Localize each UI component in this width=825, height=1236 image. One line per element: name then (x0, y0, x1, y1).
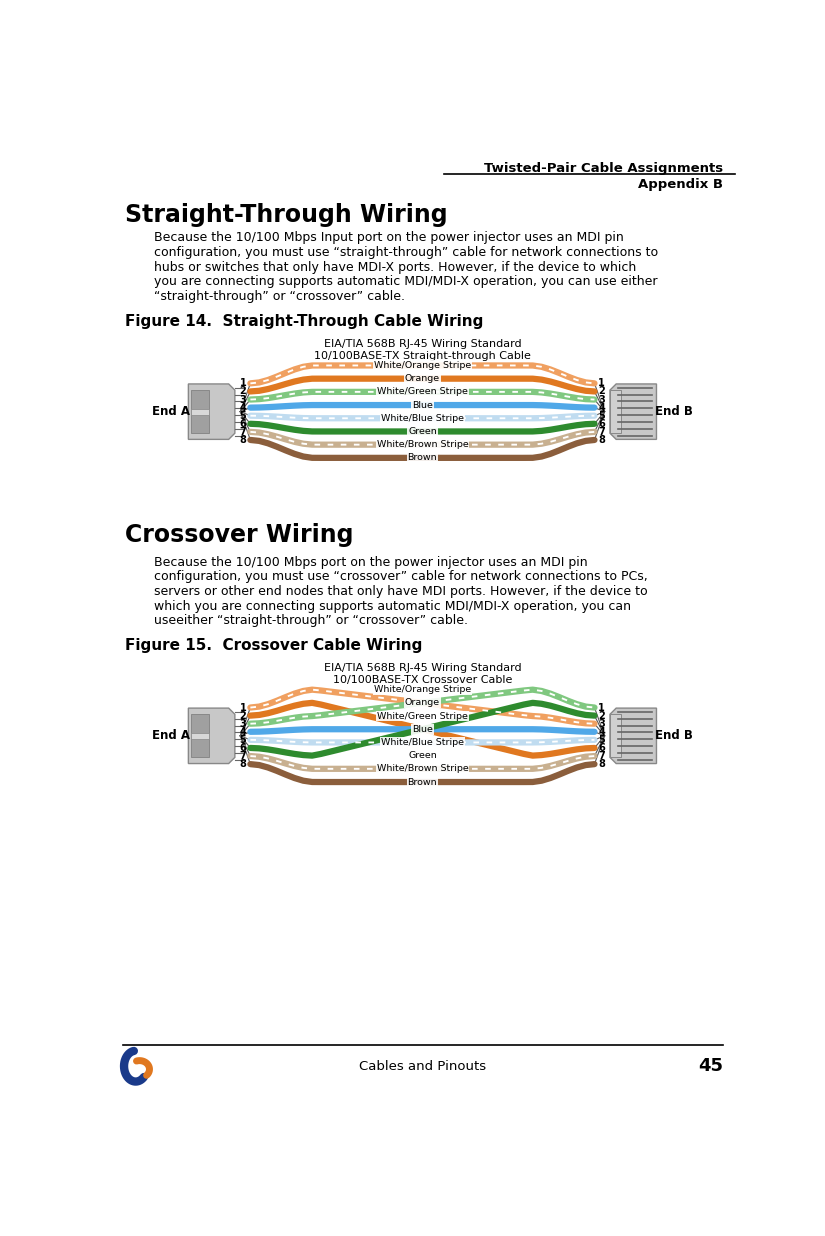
Polygon shape (188, 384, 235, 439)
Text: 2: 2 (598, 387, 605, 397)
Text: 2: 2 (240, 387, 247, 397)
Text: 1: 1 (598, 378, 605, 388)
Bar (191, 733, 209, 739)
Text: End A: End A (152, 405, 190, 418)
Text: White/Orange Stripe: White/Orange Stripe (374, 685, 471, 695)
Text: 2: 2 (240, 711, 247, 721)
Text: Cables and Pinouts: Cables and Pinouts (359, 1059, 486, 1073)
Text: EIA/TIA 568B RJ-45 Wiring Standard: EIA/TIA 568B RJ-45 Wiring Standard (323, 339, 521, 349)
Text: 8: 8 (598, 759, 606, 769)
Bar (191, 409, 209, 415)
Text: Crossover Wiring: Crossover Wiring (125, 523, 353, 548)
Text: 1: 1 (240, 378, 247, 388)
Text: Green: Green (408, 426, 436, 436)
Text: 7: 7 (240, 426, 247, 436)
Text: White/Brown Stripe: White/Brown Stripe (376, 440, 469, 449)
Bar (191, 714, 209, 758)
Polygon shape (610, 708, 657, 764)
Text: Orange: Orange (405, 375, 440, 383)
Text: Figure 15.  Crossover Cable Wiring: Figure 15. Crossover Cable Wiring (125, 638, 422, 653)
Text: Green: Green (408, 751, 436, 760)
Text: 4: 4 (598, 727, 605, 737)
Text: Brown: Brown (408, 454, 437, 462)
Text: 8: 8 (598, 435, 606, 445)
Text: 2: 2 (598, 711, 605, 721)
Text: Figure 14.  Straight-Through Cable Wiring: Figure 14. Straight-Through Cable Wiring (125, 314, 483, 329)
Bar (610, 391, 621, 434)
Text: 45: 45 (698, 1057, 724, 1075)
Text: hubs or switches that only have MDI-X ports. However, if the device to which: hubs or switches that only have MDI-X po… (153, 261, 636, 273)
Text: White/Green Stripe: White/Green Stripe (377, 387, 468, 397)
Text: 5: 5 (240, 735, 247, 745)
Text: 3: 3 (240, 394, 247, 404)
Text: White/Orange Stripe: White/Orange Stripe (374, 361, 471, 370)
Text: useeither “straight-through” or “crossover” cable.: useeither “straight-through” or “crossov… (153, 614, 468, 627)
Polygon shape (610, 384, 657, 439)
Text: you are connecting supports automatic MDI/MDI-X operation, you can use either: you are connecting supports automatic MD… (153, 276, 657, 288)
Text: 7: 7 (240, 751, 247, 761)
Text: End A: End A (152, 729, 190, 743)
Text: Because the 10/100 Mbps Input port on the power injector uses an MDI pin: Because the 10/100 Mbps Input port on th… (153, 231, 623, 245)
Text: White/Brown Stripe: White/Brown Stripe (376, 764, 469, 774)
Text: 4: 4 (240, 403, 247, 413)
Text: Blue: Blue (412, 400, 433, 409)
Text: 5: 5 (598, 735, 605, 745)
Text: Orange: Orange (405, 698, 440, 707)
Text: 10/100BASE-TX Straight-through Cable: 10/100BASE-TX Straight-through Cable (314, 351, 530, 361)
Text: 5: 5 (598, 410, 605, 420)
Text: which you are connecting supports automatic MDI/MDI-X operation, you can: which you are connecting supports automa… (153, 599, 630, 613)
Text: White/Blue Stripe: White/Blue Stripe (381, 738, 464, 747)
Text: Straight-Through Wiring: Straight-Through Wiring (125, 203, 447, 227)
Text: 3: 3 (598, 394, 605, 404)
Text: 3: 3 (240, 718, 247, 729)
Bar (191, 391, 209, 434)
Text: 8: 8 (239, 759, 247, 769)
Bar (610, 714, 621, 758)
Text: 6: 6 (240, 419, 247, 429)
Text: End B: End B (655, 729, 693, 743)
Text: 6: 6 (598, 419, 605, 429)
Text: Appendix B: Appendix B (638, 178, 724, 190)
Text: End B: End B (655, 405, 693, 418)
Text: Because the 10/100 Mbps port on the power injector uses an MDI pin: Because the 10/100 Mbps port on the powe… (153, 556, 587, 569)
Text: Brown: Brown (408, 777, 437, 786)
Text: 7: 7 (598, 751, 605, 761)
Text: 4: 4 (598, 403, 605, 413)
Text: servers or other end nodes that only have MDI ports. However, if the device to: servers or other end nodes that only hav… (153, 585, 647, 598)
Text: 4: 4 (240, 727, 247, 737)
Text: Blue: Blue (412, 724, 433, 734)
Text: 1: 1 (240, 702, 247, 712)
Text: White/Green Stripe: White/Green Stripe (377, 712, 468, 721)
Text: 7: 7 (598, 426, 605, 436)
Text: White/Blue Stripe: White/Blue Stripe (381, 414, 464, 423)
Text: 10/100BASE-TX Crossover Cable: 10/100BASE-TX Crossover Cable (332, 675, 512, 685)
Text: EIA/TIA 568B RJ-45 Wiring Standard: EIA/TIA 568B RJ-45 Wiring Standard (323, 662, 521, 672)
Text: configuration, you must use “crossover” cable for network connections to PCs,: configuration, you must use “crossover” … (153, 570, 648, 583)
Text: 3: 3 (598, 718, 605, 729)
Text: 6: 6 (240, 743, 247, 753)
Text: “straight-through” or “crossover” cable.: “straight-through” or “crossover” cable. (153, 290, 404, 303)
Text: 8: 8 (239, 435, 247, 445)
Text: 1: 1 (598, 702, 605, 712)
Text: 6: 6 (598, 743, 605, 753)
Text: 5: 5 (240, 410, 247, 420)
Text: configuration, you must use “straight-through” cable for network connections to: configuration, you must use “straight-th… (153, 246, 658, 260)
Polygon shape (188, 708, 235, 764)
Text: Twisted-Pair Cable Assignments: Twisted-Pair Cable Assignments (484, 162, 724, 176)
